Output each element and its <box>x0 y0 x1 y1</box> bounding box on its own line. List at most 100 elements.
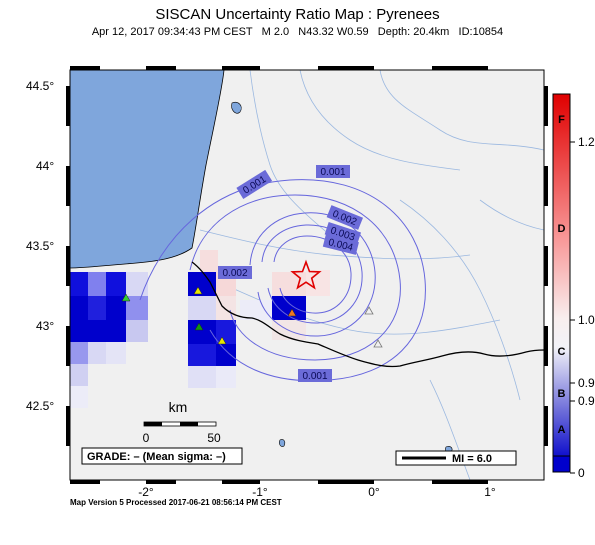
colorbar-value: 0.9 <box>578 394 595 408</box>
grid-cell <box>216 344 236 366</box>
lon-label: 1° <box>484 485 496 499</box>
lat-label: 43° <box>36 319 54 333</box>
colorbar-letter: A <box>558 424 566 436</box>
grade-box: GRADE: – (Mean sigma: –) <box>81 447 243 465</box>
contour-label-box <box>298 369 332 382</box>
colorbar-letter: F <box>558 114 565 126</box>
map-footer: Map Version 5 Processed 2017-06-21 08:56… <box>70 498 282 507</box>
estuary <box>231 101 242 114</box>
event-id: ID:10854 <box>458 26 504 38</box>
station-triangle-icon <box>364 306 374 315</box>
national-border <box>191 261 544 368</box>
frame-ticks <box>66 66 548 484</box>
grid-cell <box>272 272 306 296</box>
latitude-labels: 44.5° 44° 43.5° 43° 42.5° <box>26 79 54 413</box>
event-location: N43.32 W0.59 <box>298 26 369 38</box>
map-area <box>70 70 544 480</box>
epicenter-star-icon <box>290 259 322 290</box>
colorbar-value: 1.0 <box>578 313 595 327</box>
grid-cell <box>126 320 148 342</box>
scale-start-label: 0 <box>143 431 150 445</box>
scale-unit: km <box>169 399 188 415</box>
colorbar-letter: B <box>558 388 566 400</box>
contour-label-box <box>316 165 350 178</box>
lat-label: 42.5° <box>26 399 54 413</box>
grid-cell <box>106 272 126 296</box>
longitude-labels: -2° -1° 0° 1° <box>138 485 496 499</box>
scale-bar-segment <box>144 422 162 426</box>
contour-label-box <box>218 266 252 279</box>
grid-cell <box>240 300 272 320</box>
contour-label-text: 0.001 <box>320 167 345 178</box>
contour-label-box <box>324 222 362 245</box>
grid-cell <box>88 320 106 342</box>
colorbar-gradient <box>552 93 571 457</box>
event-depth: Depth: 20.4km <box>377 26 450 38</box>
station-triangle-icon <box>193 286 203 295</box>
mi-legend: MI = 6.0 <box>395 450 517 466</box>
colorbar-zero-swatch <box>552 455 571 473</box>
grid-cell <box>126 272 148 296</box>
grid-cell <box>88 296 106 320</box>
event-date: Apr 12, 2017 09:34:43 PM CEST <box>91 26 253 38</box>
uncertainty-cells <box>70 250 330 408</box>
lat-label: 44.5° <box>26 79 54 93</box>
grid-cell <box>188 296 216 320</box>
colorbar-value: 1.2 <box>578 135 595 149</box>
event-magnitude: M 2.0 <box>261 26 290 38</box>
grid-cell <box>216 366 236 388</box>
grid-cell <box>106 296 126 320</box>
grid-cell <box>88 342 106 364</box>
grid-cell <box>70 320 88 342</box>
grid-cell <box>306 270 330 296</box>
contour-labels: 0.001 0.001 0.002 0.003 0.004 0.002 0.00… <box>218 165 364 382</box>
scale-bar-segment <box>180 422 198 426</box>
grid-cell <box>88 272 106 296</box>
contour-label: 0.001 <box>316 165 350 178</box>
station-triangle-icon <box>217 336 227 345</box>
lon-label: -1° <box>252 485 268 499</box>
grid-cell <box>106 342 126 364</box>
grid-cell <box>188 320 216 344</box>
map-title: SISCAN Uncertainty Ratio Map : Pyrenees <box>155 6 440 23</box>
contour-label-box <box>236 169 273 199</box>
mi-legend-text: MI = 6.0 <box>452 453 492 465</box>
ocean <box>70 70 225 269</box>
contour-label-text: 0.002 <box>222 268 247 279</box>
station-triangle-icon <box>121 293 131 302</box>
colorbar-value: 0.9 <box>578 376 595 390</box>
map-subtitle: Apr 12, 2017 09:34:43 PM CEST M 2.0 N43.… <box>0 26 595 38</box>
contour-label: 0.002 <box>218 266 252 279</box>
colorbar-value: 0 <box>578 466 585 480</box>
grid-cell <box>188 344 216 366</box>
uncertainty-contours <box>139 179 426 382</box>
contour-label-text: 0.001 <box>302 371 327 382</box>
station-triangle-icon <box>194 322 204 331</box>
lat-label: 43.5° <box>26 239 54 253</box>
grid-cell <box>70 296 88 320</box>
colorbar: F D C B A 1.2 1.0 0.9 0.9 0 <box>552 93 595 480</box>
colorbar-letter: D <box>558 223 566 235</box>
mi-legend-frame <box>395 450 517 466</box>
lon-label: -2° <box>138 485 154 499</box>
lon-label: 0° <box>368 485 380 499</box>
grid-cell <box>70 364 88 386</box>
grade-text: GRADE: – (Mean sigma: –) <box>87 451 226 463</box>
colorbar-letter: C <box>558 346 566 358</box>
grid-cell <box>70 342 88 364</box>
contour-label-box <box>326 205 364 230</box>
contour-label: 0.001 <box>298 369 332 382</box>
grade-box-frame <box>81 447 243 465</box>
station-triangle-icon <box>287 308 297 317</box>
scale-end-label: 50 <box>207 431 221 445</box>
grid-cell <box>188 366 216 388</box>
grid-cell <box>106 320 126 342</box>
grid-cell <box>188 272 216 296</box>
grid-cell <box>70 386 88 408</box>
grid-cell <box>126 296 148 320</box>
grid-cell <box>200 250 218 272</box>
contour-label-box <box>322 234 359 255</box>
grid-cell <box>216 320 236 344</box>
lat-label: 44° <box>36 159 54 173</box>
